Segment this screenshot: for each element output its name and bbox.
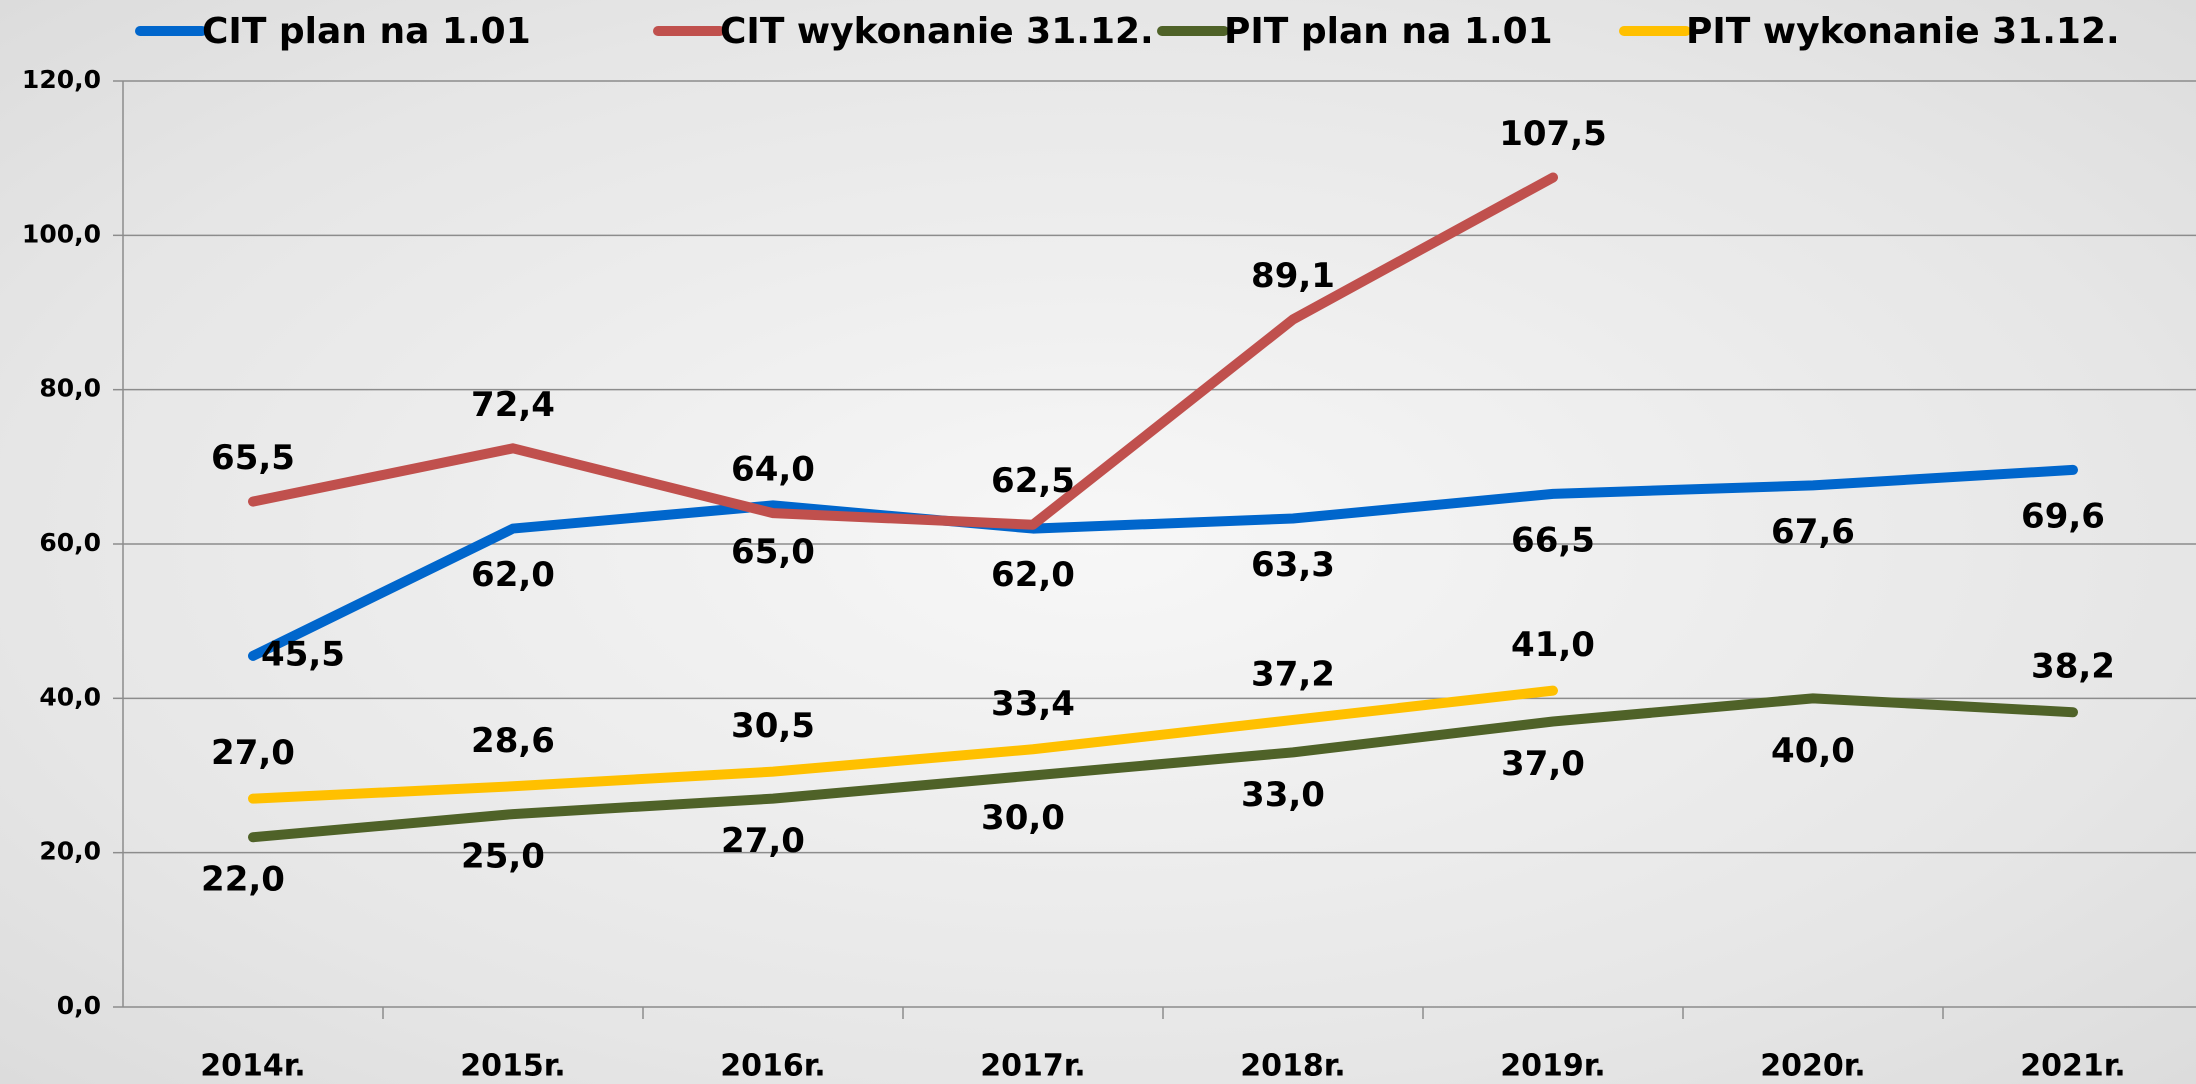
y-tick-label: 20,0 [39, 837, 101, 866]
y-tick-label: 0,0 [57, 991, 101, 1020]
x-tick-label: 2019r. [1500, 1049, 1605, 1084]
x-tick-label: 2015r. [460, 1049, 565, 1084]
x-tick-label: 2016r. [720, 1049, 825, 1084]
data-label: 67,6 [1771, 512, 1855, 552]
y-tick-label: 100,0 [22, 219, 101, 248]
data-label: 64,0 [731, 450, 815, 490]
series-line [248, 464, 2078, 661]
data-label: 33,0 [1241, 775, 1325, 815]
data-label: 65,5 [211, 438, 295, 478]
legend-label: CIT plan na 1.01 [202, 11, 531, 52]
data-label: 62,0 [471, 555, 555, 595]
data-label: 41,0 [1511, 625, 1595, 665]
data-label: 30,5 [731, 706, 815, 746]
x-tick-label: 2014r. [200, 1049, 305, 1084]
y-tick-label: 40,0 [39, 682, 101, 711]
data-label: 25,0 [461, 837, 545, 877]
x-tick-label: 2017r. [980, 1049, 1085, 1084]
data-label: 28,6 [471, 721, 555, 761]
x-tick-label: 2018r. [1240, 1049, 1345, 1084]
data-label: 30,0 [981, 798, 1065, 838]
legend-label: PIT plan na 1.01 [1224, 11, 1553, 52]
y-tick-label: 80,0 [39, 374, 101, 403]
data-label: 62,5 [991, 461, 1075, 501]
legend-label: CIT wykonanie 31.12. [720, 11, 1154, 52]
data-label: 38,2 [2031, 647, 2115, 687]
data-label: 89,1 [1251, 256, 1335, 296]
x-tick-label: 2021r. [2020, 1049, 2125, 1084]
data-label: 22,0 [201, 860, 285, 900]
data-label: 72,4 [471, 385, 555, 425]
series-line [248, 172, 1558, 530]
x-tick-label: 2020r. [1760, 1049, 1865, 1084]
data-label: 37,0 [1501, 744, 1585, 784]
data-label: 69,6 [2021, 496, 2105, 536]
data-label: 45,5 [261, 634, 345, 674]
data-label: 40,0 [1771, 731, 1855, 771]
data-label: 27,0 [211, 733, 295, 773]
y-tick-label: 60,0 [39, 528, 101, 557]
legend-label: PIT wykonanie 31.12. [1686, 11, 2120, 52]
data-label: 62,0 [991, 555, 1075, 595]
data-label: 107,5 [1499, 114, 1607, 154]
data-label: 27,0 [721, 821, 805, 861]
data-label: 37,2 [1251, 654, 1335, 694]
data-label: 33,4 [991, 684, 1075, 724]
y-tick-label: 120,0 [22, 65, 101, 94]
series-line [248, 685, 1558, 804]
data-label: 66,5 [1511, 520, 1595, 560]
series-line [248, 693, 2078, 843]
data-label: 65,0 [731, 532, 815, 572]
data-label: 63,3 [1251, 545, 1335, 585]
